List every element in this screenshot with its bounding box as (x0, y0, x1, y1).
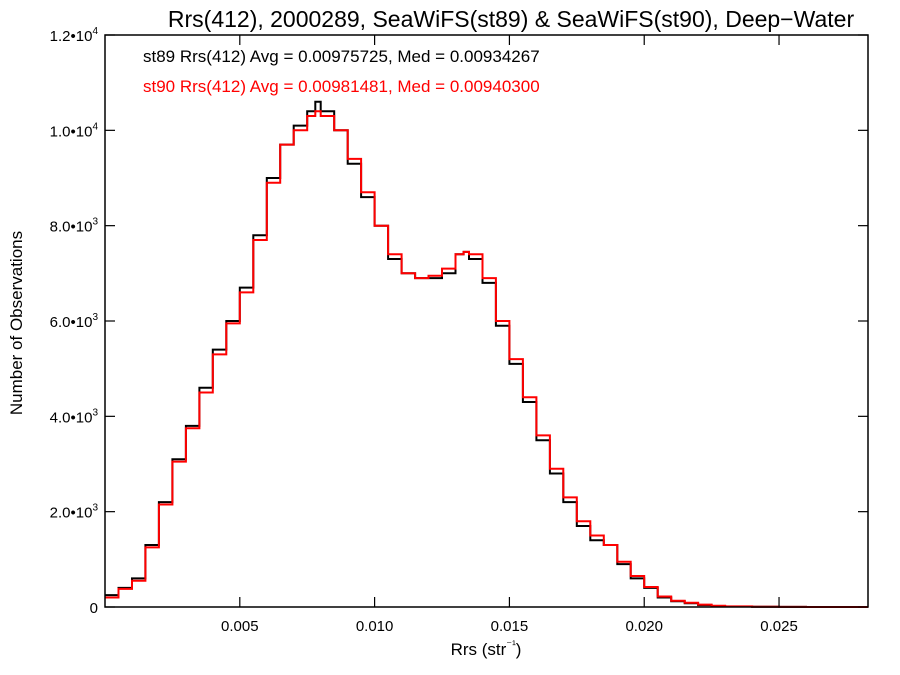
y-axis-title: Number of Observations (7, 231, 26, 415)
plot-area: 0.005 0.010 0.015 0.020 0.025 0 2.0•103 4.0•103… (50, 26, 869, 635)
x-tick-label: 0.020 (625, 618, 663, 635)
x-axis-title: Rrs (str⁻¹) (451, 639, 522, 659)
y-tick-label: 2.0•103 (50, 503, 99, 522)
y-tick-label: 8.0•103 (50, 217, 99, 236)
y-tick-label: 4.0•103 (50, 407, 99, 426)
y-tick-label: 1.2•104 (50, 26, 99, 45)
chart-title: Rrs(412), 2000289, SeaWiFS(st89) & SeaWi… (168, 6, 855, 32)
y-tick-label: 1.0•104 (50, 121, 99, 140)
annotations: st89 Rrs(412) Avg = 0.00975725, Med = 0.… (143, 47, 540, 96)
series-layer (105, 100, 868, 608)
y-tick-label: 0 (90, 600, 98, 617)
series-line-st90 (105, 110, 868, 608)
plot-frame (104, 34, 869, 608)
ticks-layer: 0.005 0.010 0.015 0.020 0.025 0 2.0•103 4.0•103… (50, 26, 868, 635)
x-tick-label: 0.025 (760, 618, 798, 635)
stats-annotation: st90 Rrs(412) Avg = 0.00981481, Med = 0.… (143, 77, 540, 96)
y-tick-label: 6.0•103 (50, 312, 99, 331)
x-tick-label: 0.005 (221, 618, 259, 635)
stats-annotation: st89 Rrs(412) Avg = 0.00975725, Med = 0.… (143, 47, 540, 66)
x-tick-label: 0.015 (491, 618, 529, 635)
x-tick-label: 0.010 (356, 618, 394, 635)
